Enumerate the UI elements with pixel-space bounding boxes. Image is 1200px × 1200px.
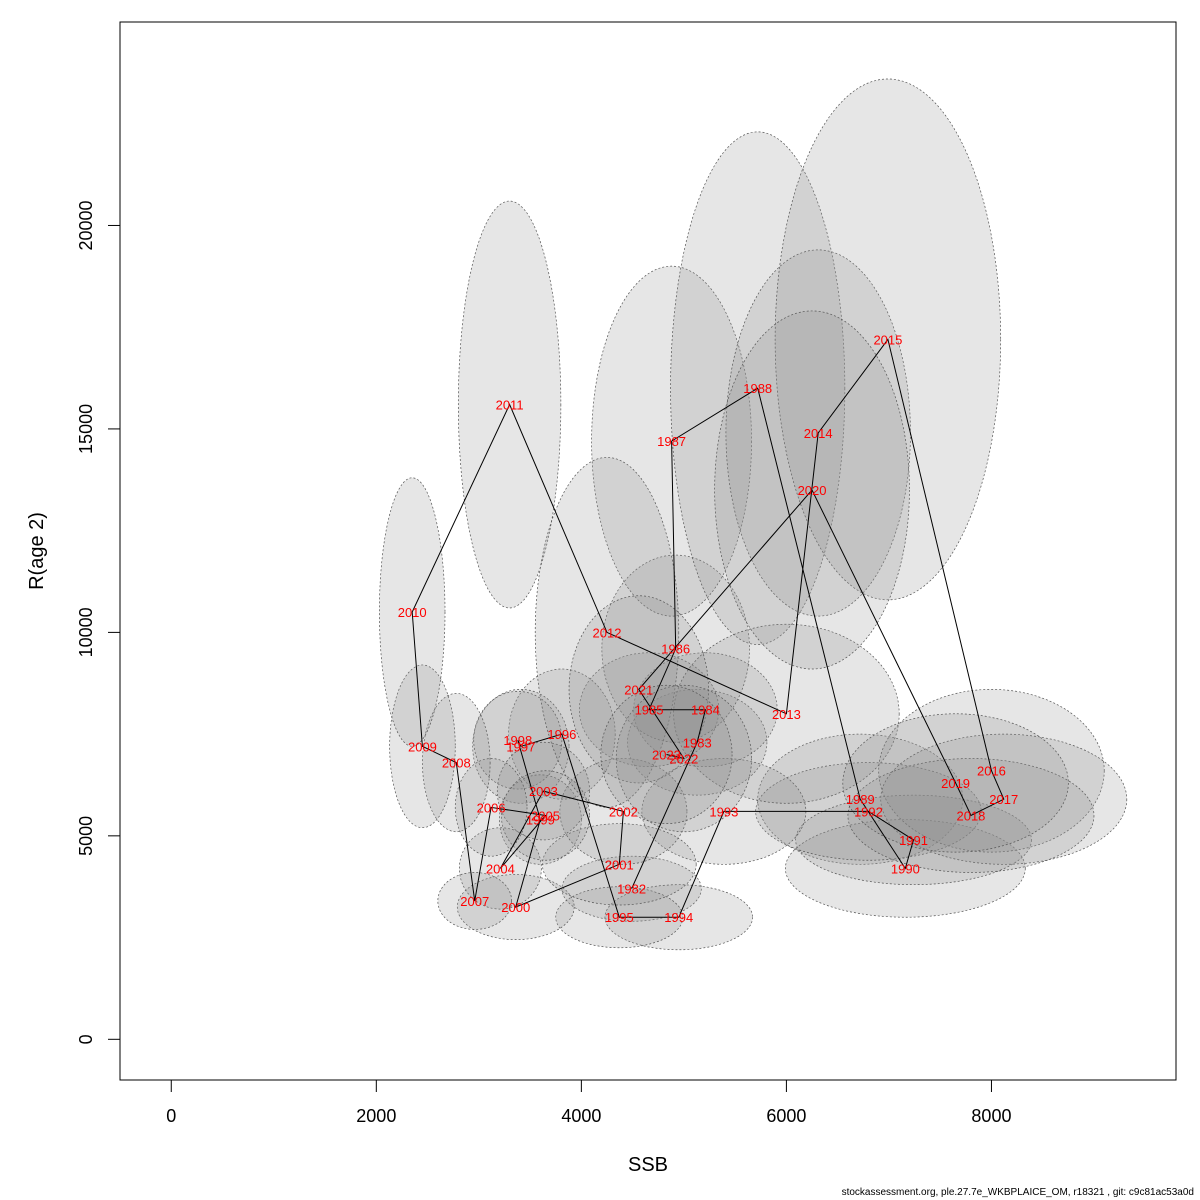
- year-label-2013: 2013: [772, 707, 801, 722]
- y-axis: 0 5000 10000 15000 20000: [76, 200, 121, 1044]
- footer-text: stockassessment.org, ple.27.7e_WKBPLAICE…: [842, 1187, 1194, 1198]
- x-tick-label-0: 0: [166, 1106, 176, 1126]
- year-label-2017: 2017: [989, 792, 1018, 807]
- ellipse-2023: [600, 684, 733, 824]
- trajectory-path: [411, 338, 1005, 918]
- year-label-1992: 1992: [854, 804, 883, 819]
- year-label-2009: 2009: [408, 739, 437, 754]
- year-label-1986: 1986: [661, 642, 690, 657]
- year-label-1984: 1984: [691, 703, 720, 718]
- year-label-2005: 2005: [531, 809, 560, 824]
- year-label-1982: 1982: [617, 882, 646, 897]
- x-tick-label-6000: 6000: [766, 1106, 806, 1126]
- y-tick-label-0: 0: [76, 1034, 96, 1044]
- y-tick-label-20000: 20000: [76, 200, 96, 250]
- year-label-2015: 2015: [873, 332, 902, 347]
- x-tick-label-2000: 2000: [356, 1106, 396, 1126]
- year-label-2006: 2006: [477, 800, 506, 815]
- year-label-2012: 2012: [593, 625, 622, 640]
- year-label-2011: 2011: [496, 398, 524, 413]
- year-label-1995: 1995: [605, 910, 634, 925]
- x-tick-label-4000: 4000: [561, 1106, 601, 1126]
- year-label-1997: 1997: [506, 739, 535, 754]
- y-axis-title: R(age 2): [26, 512, 48, 590]
- year-label-1987: 1987: [657, 434, 686, 449]
- year-label-1983: 1983: [683, 735, 712, 750]
- year-label-1989: 1989: [846, 792, 875, 807]
- year-label-1996: 1996: [547, 727, 576, 742]
- y-tick-label-5000: 5000: [76, 816, 96, 856]
- year-label-2019: 2019: [941, 776, 970, 791]
- year-label-2022: 2022: [669, 752, 698, 767]
- year-label-1998: 1998: [503, 733, 532, 748]
- year-label-1999: 1999: [526, 813, 555, 828]
- year-label-1991: 1991: [899, 833, 928, 848]
- year-label-2004: 2004: [486, 861, 515, 876]
- year-label-2003: 2003: [529, 784, 558, 799]
- year-label-2000: 2000: [501, 900, 530, 915]
- x-axis-title: SSB: [628, 1154, 668, 1176]
- year-label-1993: 1993: [709, 804, 738, 819]
- year-label-2002: 2002: [609, 804, 638, 819]
- year-label-2018: 2018: [956, 809, 985, 824]
- year-label-2020: 2020: [798, 483, 827, 498]
- year-label-1985: 1985: [635, 703, 664, 718]
- year-label-1994: 1994: [664, 910, 693, 925]
- x-axis: 0 2000 4000 6000 8000: [166, 1079, 1011, 1126]
- year-label-1990: 1990: [891, 861, 920, 876]
- y-tick-label-10000: 10000: [76, 607, 96, 657]
- year-label-2014: 2014: [804, 426, 833, 441]
- y-tick-label-15000: 15000: [76, 404, 96, 454]
- year-label-2010: 2010: [398, 605, 427, 620]
- year-label-2008: 2008: [442, 756, 471, 771]
- ellipse-1982: [561, 855, 702, 922]
- year-labels: 1982 1983 1984 1985 1986 1987 1988 1989 1990 1991…: [398, 332, 1018, 925]
- year-label-2007: 2007: [460, 894, 489, 909]
- year-label-2001: 2001: [605, 857, 634, 872]
- year-label-2016: 2016: [977, 764, 1006, 779]
- year-label-1988: 1988: [743, 381, 772, 396]
- year-label-2021: 2021: [624, 682, 653, 697]
- x-tick-label-8000: 8000: [971, 1106, 1011, 1126]
- year-label-2023: 2023: [652, 747, 681, 762]
- trajectory-line: [411, 338, 1005, 918]
